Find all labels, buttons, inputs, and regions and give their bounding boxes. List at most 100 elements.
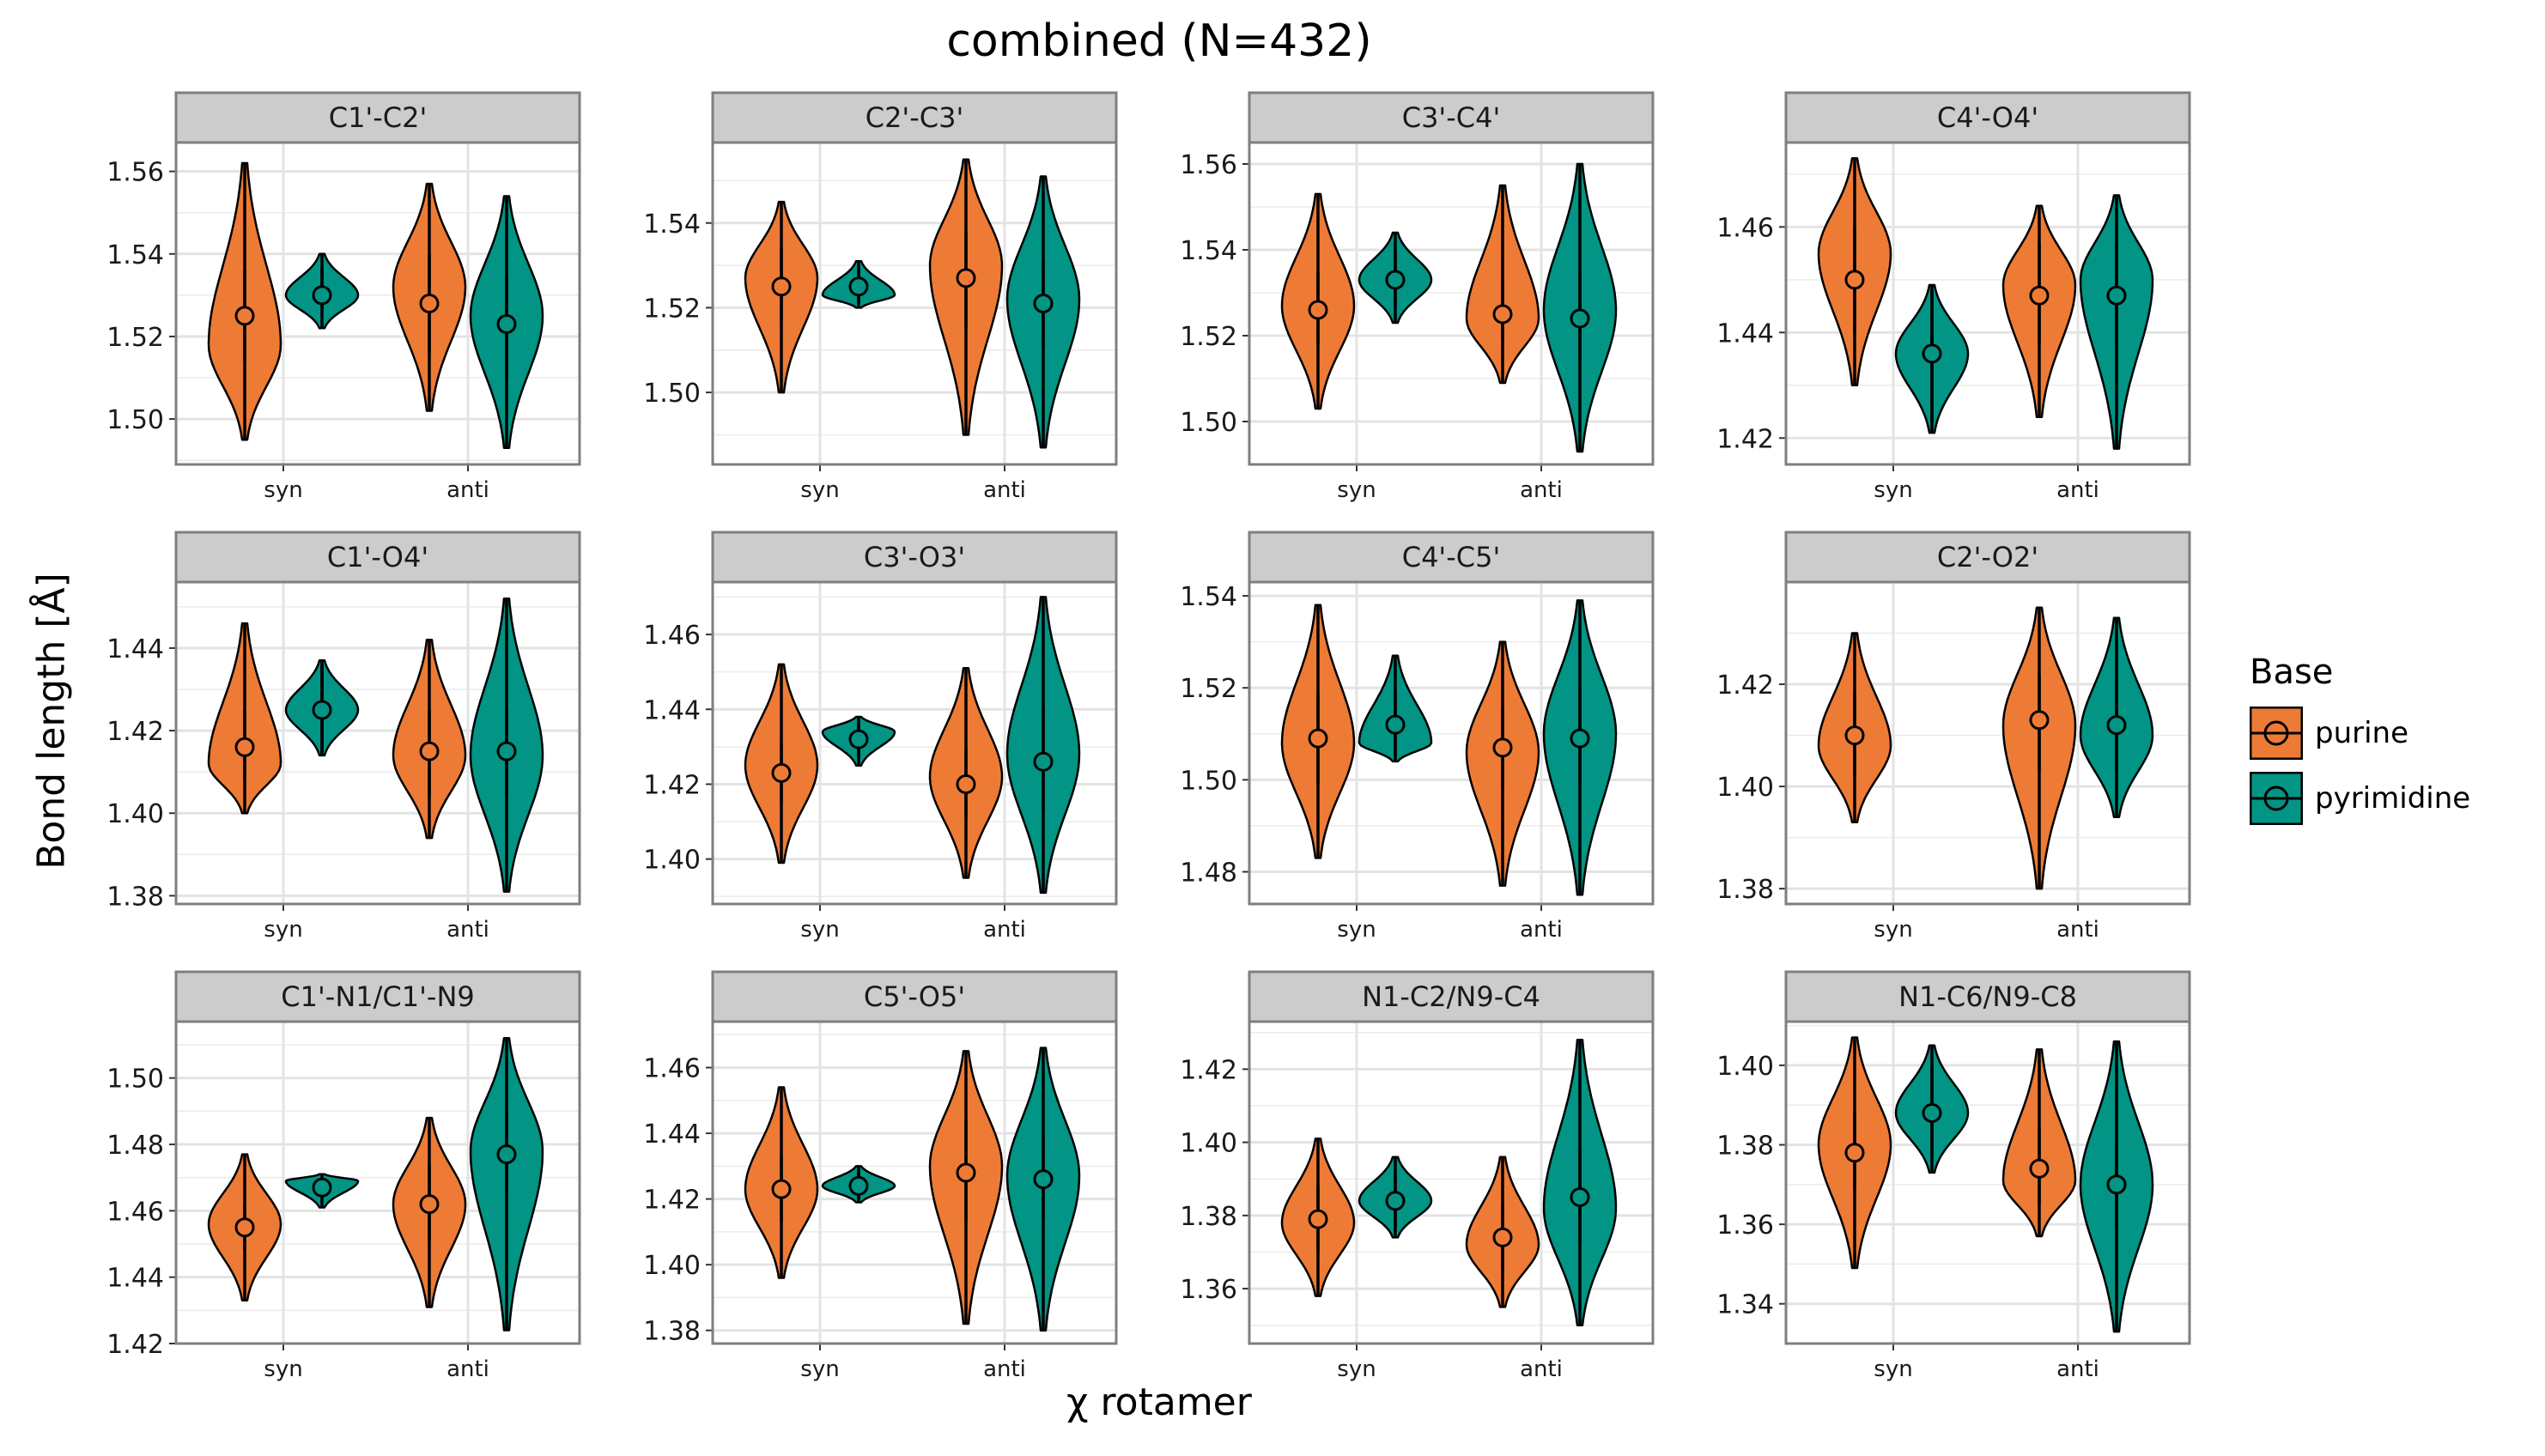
violin-anti-purine — [2001, 1048, 2077, 1238]
x-axis-title: χ rotamer — [1066, 1380, 1252, 1424]
median-point — [956, 268, 976, 288]
y-tick-label: 1.44 — [106, 634, 164, 664]
violin-syn-pyrimidine — [821, 1165, 896, 1204]
median-point — [2029, 285, 2050, 306]
violin-anti-purine — [392, 639, 467, 840]
y-tick-label: 1.40 — [643, 1251, 701, 1281]
facet-n1-c2-n9-c4: N1-C2/N9-C4 1.36 1.38 1.40 1.42 syn anti — [1180, 970, 1655, 1382]
facet-strip-label: C1'-C2' — [329, 101, 428, 134]
violin-anti-pyrimidine — [2079, 616, 2154, 819]
median-point — [848, 276, 869, 297]
violin-syn-purine — [744, 663, 819, 864]
facet-strip — [174, 531, 581, 584]
median-point — [312, 700, 332, 720]
median-point — [1570, 728, 1590, 749]
median-point — [496, 1144, 517, 1165]
facet-n1-c6-n9-c8: N1-C6/N9-C8 1.34 1.36 1.38 1.40 syn anti — [1716, 970, 2191, 1382]
x-tick-label: anti — [983, 1356, 1026, 1382]
median-point — [1033, 751, 1054, 772]
y-tick-label: 1.50 — [106, 1065, 164, 1095]
y-tick-label: 1.40 — [1716, 773, 1774, 803]
median-point — [1492, 1227, 1513, 1247]
y-tick-label: 1.40 — [1180, 1129, 1237, 1159]
violin-anti-pyrimidine — [1542, 599, 1618, 896]
y-tick-label: 1.38 — [1180, 1202, 1237, 1232]
y-tick-label: 1.48 — [106, 1131, 164, 1161]
x-tick-label: syn — [800, 477, 839, 503]
violin-syn-pyrimidine — [284, 252, 360, 330]
violin-syn-pyrimidine — [1358, 1156, 1433, 1239]
y-tick-label: 1.44 — [643, 1119, 701, 1150]
y-tick-label: 1.42 — [1716, 424, 1774, 454]
y-tick-label: 1.56 — [106, 158, 164, 188]
facet-strip-label: C2'-O2' — [1937, 541, 2038, 573]
violin-anti-purine — [392, 1116, 467, 1308]
violin-anti-purine — [928, 158, 1004, 436]
panel-border — [1784, 580, 2191, 906]
y-tick-label: 1.38 — [106, 882, 164, 912]
violin-anti-purine — [2001, 606, 2077, 890]
x-tick-label: syn — [264, 477, 302, 503]
y-tick-label: 1.50 — [1180, 408, 1237, 438]
y-tick-label: 1.42 — [1180, 1055, 1237, 1085]
facet-c4-c5: C4'-C5' 1.48 1.50 1.52 1.54 syn anti — [1180, 531, 1655, 943]
median-point — [1308, 1209, 1328, 1229]
violin-anti-purine — [1465, 184, 1540, 385]
x-tick-label: anti — [983, 477, 1026, 503]
facet-strip-label: C4'-C5' — [1402, 541, 1501, 573]
median-point — [848, 729, 869, 749]
x-tick-label: syn — [800, 1356, 839, 1382]
y-tick-label: 1.34 — [1716, 1290, 1774, 1320]
panel-border — [1784, 141, 2191, 466]
y-tick-label: 1.42 — [1716, 670, 1774, 701]
median-point — [1922, 343, 1942, 364]
y-tick-label: 1.38 — [1716, 1131, 1774, 1162]
median-point — [1844, 725, 1865, 746]
violin-anti-purine — [392, 182, 467, 412]
violin-syn-purine — [1280, 192, 1356, 410]
median-point — [496, 741, 517, 761]
legend-item-purine: purine — [2250, 701, 2470, 766]
x-tick-label: syn — [1874, 1356, 1912, 1382]
violin-anti-pyrimidine — [2079, 194, 2154, 450]
median-point — [848, 1175, 869, 1196]
facet-strip — [1784, 970, 2191, 1023]
x-tick-label: syn — [800, 917, 839, 943]
legend-key-purine — [2250, 707, 2303, 760]
x-tick-label: syn — [264, 1356, 302, 1382]
median-point — [419, 741, 440, 761]
x-tick-label: anti — [446, 1356, 489, 1382]
x-tick-label: anti — [2056, 477, 2099, 503]
legend-label-pyrimidine: pyrimidine — [2315, 781, 2471, 816]
violin-syn-purine — [1817, 157, 1892, 387]
median-point — [1385, 714, 1406, 735]
y-tick-label: 1.50 — [1180, 766, 1237, 796]
y-tick-label: 1.38 — [643, 1317, 701, 1347]
median-point — [1385, 270, 1406, 290]
x-tick-label: syn — [1337, 917, 1376, 943]
facet-strip-label: C1'-N1/C1'-N9 — [281, 980, 474, 1013]
y-tick-label: 1.36 — [1716, 1210, 1774, 1241]
y-tick-label: 1.52 — [1180, 322, 1237, 352]
violin-syn-purine — [1817, 632, 1892, 824]
median-point — [2106, 285, 2127, 306]
panel-border — [711, 1020, 1118, 1345]
median-point — [771, 276, 792, 297]
facet-strip — [1784, 91, 2191, 144]
y-tick-label: 1.50 — [106, 405, 164, 435]
facet-strip — [711, 91, 1118, 144]
median-point — [312, 1177, 332, 1198]
violin-syn-purine — [207, 1153, 282, 1301]
median-point — [419, 294, 440, 313]
median-point — [2029, 1158, 2050, 1179]
y-tick-label: 1.46 — [643, 621, 701, 651]
y-tick-label: 1.42 — [106, 1330, 164, 1360]
y-tick-label: 1.42 — [106, 717, 164, 747]
facet-c1-c2: C1'-C2' 1.50 1.52 1.54 1.56 syn anti — [106, 91, 581, 503]
violin-anti-pyrimidine — [469, 597, 544, 893]
panel-border — [174, 141, 581, 466]
median-point — [234, 737, 255, 757]
median-point — [956, 1162, 976, 1183]
x-tick-label: anti — [2056, 1356, 2099, 1382]
violin-anti-pyrimidine — [1005, 596, 1081, 895]
